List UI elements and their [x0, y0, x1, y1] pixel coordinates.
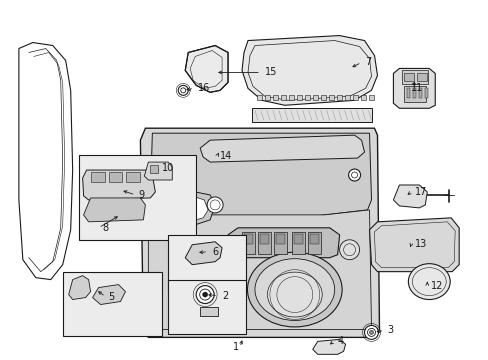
Circle shape — [369, 330, 373, 334]
Text: 8: 8 — [102, 223, 108, 233]
Bar — [296, 95, 301, 100]
Text: 1: 1 — [233, 342, 239, 352]
Polygon shape — [158, 196, 208, 221]
Bar — [288, 95, 293, 100]
Bar — [368, 95, 373, 100]
Ellipse shape — [320, 53, 338, 64]
Circle shape — [339, 240, 359, 260]
Polygon shape — [260, 234, 268, 244]
Circle shape — [351, 172, 357, 178]
Polygon shape — [92, 285, 125, 305]
Ellipse shape — [270, 53, 288, 64]
Bar — [416, 73, 427, 81]
Bar — [256, 95, 262, 100]
Circle shape — [364, 325, 378, 339]
Circle shape — [202, 292, 207, 297]
Polygon shape — [309, 234, 318, 244]
Polygon shape — [185, 242, 222, 265]
Polygon shape — [291, 232, 304, 254]
Bar — [320, 95, 325, 100]
Polygon shape — [258, 232, 270, 254]
Circle shape — [207, 197, 223, 213]
Bar — [264, 95, 269, 100]
Circle shape — [367, 328, 375, 336]
Bar — [150, 165, 158, 173]
Ellipse shape — [247, 252, 342, 327]
Bar — [344, 95, 349, 100]
Text: 2: 2 — [222, 291, 228, 301]
Bar — [425, 88, 427, 98]
Bar — [251, 108, 371, 122]
Polygon shape — [293, 234, 302, 244]
Polygon shape — [140, 128, 379, 337]
Polygon shape — [242, 36, 377, 105]
Ellipse shape — [344, 58, 358, 67]
Ellipse shape — [407, 264, 449, 300]
Circle shape — [178, 85, 188, 95]
Polygon shape — [150, 133, 371, 218]
Polygon shape — [312, 339, 345, 354]
Bar — [108, 172, 122, 182]
Polygon shape — [393, 68, 434, 108]
Bar — [168, 235, 245, 293]
Text: 13: 13 — [414, 239, 427, 249]
Bar — [272, 95, 277, 100]
Text: 16: 16 — [198, 84, 210, 93]
Bar — [126, 172, 140, 182]
Text: 9: 9 — [138, 190, 144, 200]
Text: 17: 17 — [414, 187, 427, 197]
Polygon shape — [242, 232, 254, 254]
Polygon shape — [82, 170, 155, 200]
Polygon shape — [307, 232, 320, 254]
Bar — [280, 95, 285, 100]
Bar — [352, 95, 357, 100]
Bar — [404, 73, 413, 81]
Bar — [402, 71, 427, 84]
Bar — [328, 95, 333, 100]
Bar — [200, 306, 218, 316]
Circle shape — [348, 169, 360, 181]
Bar — [404, 86, 426, 102]
Polygon shape — [83, 198, 145, 222]
Polygon shape — [68, 276, 90, 300]
Text: 7: 7 — [365, 58, 371, 67]
Text: 15: 15 — [264, 67, 277, 77]
Polygon shape — [144, 162, 172, 180]
Bar — [312, 95, 317, 100]
Circle shape — [181, 88, 185, 93]
Polygon shape — [227, 228, 339, 258]
Circle shape — [199, 289, 210, 300]
Ellipse shape — [267, 272, 322, 317]
Text: 12: 12 — [430, 280, 443, 291]
Bar — [79, 155, 196, 240]
Polygon shape — [369, 218, 458, 272]
Text: 5: 5 — [108, 292, 115, 302]
Bar — [304, 95, 309, 100]
Bar — [168, 280, 245, 334]
Bar — [90, 172, 104, 182]
Polygon shape — [275, 234, 285, 244]
Bar — [419, 88, 422, 98]
Bar — [412, 88, 415, 98]
Ellipse shape — [254, 259, 334, 320]
Polygon shape — [148, 210, 371, 329]
Text: 14: 14 — [220, 151, 232, 161]
Polygon shape — [200, 135, 364, 162]
Polygon shape — [153, 192, 215, 225]
Ellipse shape — [294, 49, 314, 62]
Text: 11: 11 — [410, 84, 423, 93]
Polygon shape — [393, 185, 427, 208]
Text: 10: 10 — [162, 163, 174, 173]
Polygon shape — [273, 232, 286, 254]
Bar — [407, 88, 409, 98]
Polygon shape — [185, 45, 227, 92]
Circle shape — [196, 285, 214, 303]
Bar — [336, 95, 341, 100]
Bar — [360, 95, 365, 100]
Text: 4: 4 — [337, 336, 343, 346]
Text: 3: 3 — [386, 325, 393, 336]
Text: 6: 6 — [212, 247, 218, 257]
Polygon shape — [244, 234, 252, 244]
Bar — [62, 272, 162, 336]
